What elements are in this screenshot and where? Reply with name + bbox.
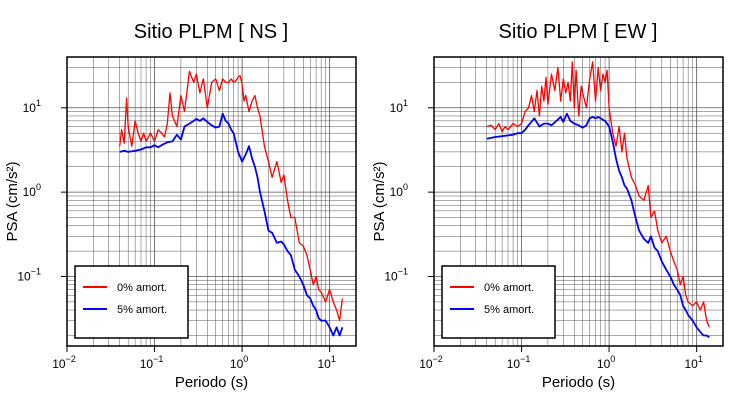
plot-frame xyxy=(66,56,357,347)
x-tick-label: 100 xyxy=(597,354,615,371)
x-tick-label: 10−2 xyxy=(419,354,443,371)
chart-panel-ew: Sitio PLPM [ EW ] 10−2 10−1 100 101 10−1 100 1… xyxy=(371,21,724,391)
y-axis-label: PSA (cm/s²) xyxy=(371,161,388,241)
series-line-damping-5 xyxy=(486,112,710,339)
x-tick-label: 10−1 xyxy=(140,354,164,371)
y-tick-label: 10−1 xyxy=(384,266,408,283)
series-group xyxy=(119,70,344,337)
x-axis-label: Periodo (s) xyxy=(175,374,248,391)
legend: 0% amort. 5% amort. xyxy=(441,265,556,339)
x-tick-label: 101 xyxy=(317,354,335,371)
x-tick-label: 100 xyxy=(230,354,248,371)
series-line-damping-5 xyxy=(119,112,344,337)
chart-title: Sitio PLPM [ EW ] xyxy=(499,21,658,43)
series-group xyxy=(486,61,710,339)
legend-label: 0% amort. xyxy=(117,282,167,294)
chart-title: Sitio PLPM [ NS ] xyxy=(134,21,289,43)
legend-box xyxy=(441,265,556,339)
x-tick-label: 10−1 xyxy=(507,354,531,371)
y-tick-label: 10−1 xyxy=(17,266,41,283)
y-tick-label: 100 xyxy=(390,182,408,199)
y-tick-label: 101 xyxy=(23,98,41,115)
x-tick-label: 101 xyxy=(684,354,702,371)
legend-label: 5% amort. xyxy=(484,304,534,316)
legend-label: 5% amort. xyxy=(117,304,167,316)
x-tick-label: 10−2 xyxy=(52,354,76,371)
legend: 0% amort. 5% amort. xyxy=(74,265,189,339)
x-axis-label: Periodo (s) xyxy=(542,374,615,391)
y-tick-label: 100 xyxy=(23,182,41,199)
series-line-damping-0 xyxy=(119,70,344,322)
legend-box xyxy=(74,265,189,339)
y-tick-label: 101 xyxy=(390,98,408,115)
chart-panel-ns: Sitio PLPM [ NS ] 10−2 10−1 100 101 10−1 100 1… xyxy=(4,21,357,391)
series-line-damping-0 xyxy=(486,61,710,328)
plot-frame xyxy=(433,56,724,347)
y-axis-label: PSA (cm/s²) xyxy=(4,161,21,241)
legend-label: 0% amort. xyxy=(484,282,534,294)
